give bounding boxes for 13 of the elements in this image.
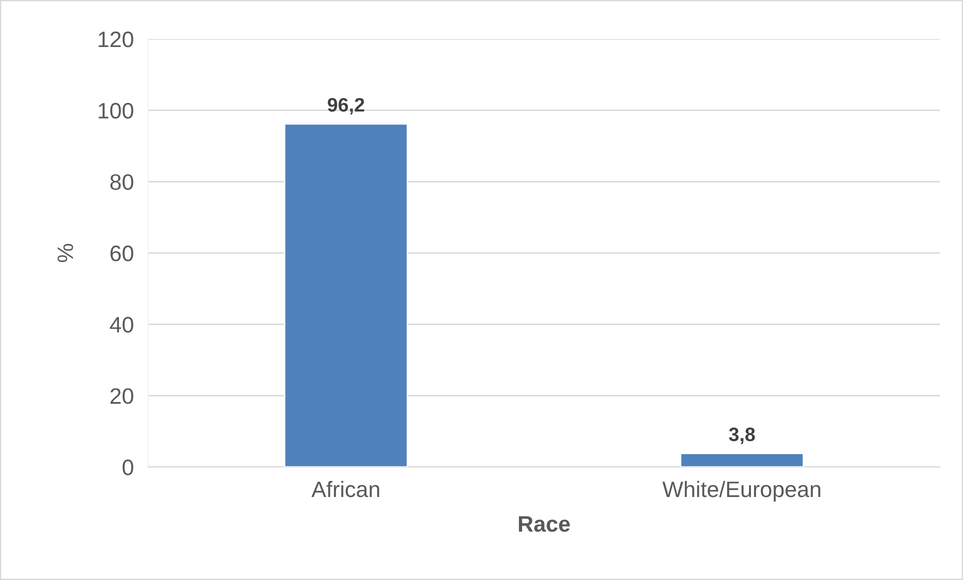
y-tick-label: 80	[110, 174, 134, 190]
y-tick-label: 120	[98, 32, 134, 48]
y-tick-label: 0	[122, 460, 134, 476]
data-label: 96,2	[328, 98, 364, 115]
x-axis-title: Race	[518, 516, 570, 532]
x-tick-label: African	[311, 480, 380, 498]
y-axis-title: %	[58, 244, 74, 262]
data-label: 3,8	[728, 428, 755, 444]
y-tick-label: 40	[110, 316, 134, 333]
y-tick-label: 20	[110, 388, 134, 404]
y-tick-label: 60	[110, 246, 134, 262]
x-tick-label: White/European	[662, 480, 820, 502]
y-tick-label: 100	[98, 102, 134, 119]
